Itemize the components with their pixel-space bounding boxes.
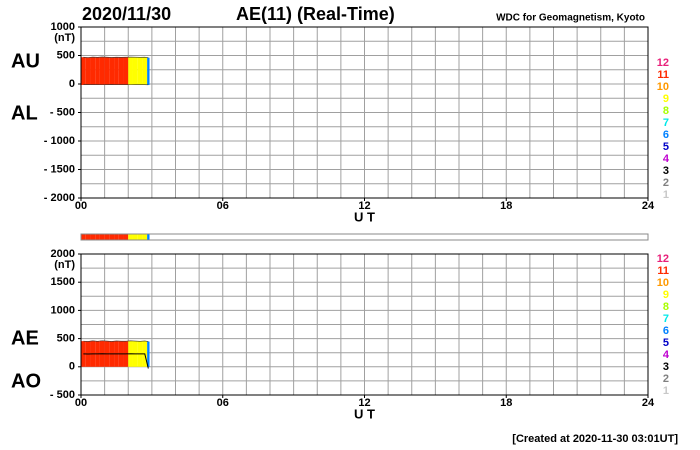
date-title: 2020/11/30: [82, 4, 171, 24]
series-outline: [83, 56, 149, 58]
y-tick-label: - 1000: [44, 135, 75, 147]
legend-entry: 7: [663, 313, 669, 325]
series-label: AU: [11, 50, 40, 72]
legend-entry: 10: [657, 277, 669, 289]
legend-entry: 3: [663, 361, 669, 373]
bar: [147, 84, 150, 85]
legend-entry: 12: [657, 57, 669, 69]
bar: [118, 57, 124, 84]
plot-frame: [80, 26, 649, 199]
bar: [104, 57, 110, 84]
x-tick-label: 06: [217, 397, 229, 409]
x-tick-label: 00: [75, 200, 87, 212]
bar: [81, 57, 86, 84]
x-tick-label: 24: [642, 397, 655, 409]
station-bar: [99, 234, 105, 240]
x-axis-label: U T: [354, 209, 375, 224]
x-tick-label: 18: [500, 200, 512, 212]
station-bar: [128, 234, 133, 240]
source: WDC for Geomagnetism, Kyoto: [496, 13, 645, 24]
legend-entry: 8: [663, 105, 669, 117]
legend-entry: 8: [663, 301, 669, 313]
x-tick-label: 24: [642, 200, 655, 212]
legend-entry: 6: [663, 325, 669, 337]
station-bar: [109, 234, 115, 240]
station-bar: [90, 234, 96, 240]
bar: [147, 57, 150, 84]
station-bar: [132, 234, 138, 240]
y-tick-label: - 500: [50, 389, 75, 401]
legend-entry: 9: [663, 93, 669, 105]
bar: [123, 57, 129, 84]
series-outline: [83, 340, 149, 342]
x-axis-label: U T: [354, 406, 375, 421]
legend-entry: 1: [663, 189, 669, 201]
bar: [99, 56, 105, 84]
series-label: AE: [11, 327, 39, 349]
chart-title: AE(11) (Real-Time): [236, 4, 395, 24]
legend-entry: 9: [663, 289, 669, 301]
bar: [132, 57, 138, 84]
x-tick-label: 12: [358, 397, 370, 409]
x-tick-label: 18: [500, 397, 512, 409]
x-tick-label: 00: [75, 397, 87, 409]
station-bar: [142, 234, 148, 240]
bar: [95, 57, 100, 84]
station-bar: [95, 234, 100, 240]
plot-frame: [80, 253, 649, 396]
legend-entry: 5: [663, 141, 669, 153]
station-bar: [81, 234, 86, 240]
y-tick-label: 1500: [51, 276, 75, 288]
y-tick-label: 1000: [51, 21, 75, 33]
series-label: AO: [11, 370, 41, 392]
bar: [142, 57, 148, 84]
legend-entry: 1: [663, 385, 669, 397]
station-strip-frame: [80, 233, 649, 241]
legend-entry: 6: [663, 129, 669, 141]
bar: [90, 57, 96, 84]
legend-entry: 2: [663, 373, 669, 385]
y-tick-label: 1000: [51, 304, 75, 316]
bar: [137, 57, 143, 84]
bar: [109, 57, 115, 84]
legend-entry: 3: [663, 165, 669, 177]
bar: [128, 57, 133, 84]
bar: [85, 57, 91, 84]
station-bar: [85, 234, 91, 240]
x-tick-label: 12: [358, 200, 370, 212]
station-bar: [118, 234, 124, 240]
x-tick-label: 06: [217, 200, 229, 212]
y-tick-label: - 1500: [44, 163, 75, 175]
y-tick-label: 0: [69, 361, 75, 373]
series-line: [83, 353, 149, 369]
station-bar: [137, 234, 143, 240]
legend-entry: 4: [663, 349, 670, 361]
legend-entry: 10: [657, 81, 669, 93]
legend-entry: 11: [657, 69, 669, 81]
y-tick-label: 0: [69, 78, 75, 90]
legend-entry: 4: [663, 153, 670, 165]
series-label: AL: [11, 102, 38, 124]
y-tick-label: - 500: [50, 106, 75, 118]
y-unit: (nT): [54, 259, 75, 271]
legend-entry: 7: [663, 117, 669, 129]
legend-entry: 11: [657, 265, 669, 277]
legend-entry: 2: [663, 177, 669, 189]
station-bar: [114, 234, 119, 240]
footer: [Created at 2020-11-30 03:01UT]: [512, 433, 678, 445]
station-bar: [147, 234, 150, 240]
y-tick-label: 500: [57, 333, 75, 345]
bar: [147, 341, 150, 367]
y-tick-label: - 2000: [44, 192, 75, 204]
y-tick-label: 2000: [51, 248, 75, 260]
legend-entry: 5: [663, 337, 669, 349]
y-unit: (nT): [54, 32, 75, 44]
y-tick-label: 500: [57, 49, 75, 61]
legend-entry: 12: [657, 253, 669, 265]
bar: [114, 57, 119, 84]
station-bar: [104, 234, 110, 240]
station-bar: [123, 234, 129, 240]
